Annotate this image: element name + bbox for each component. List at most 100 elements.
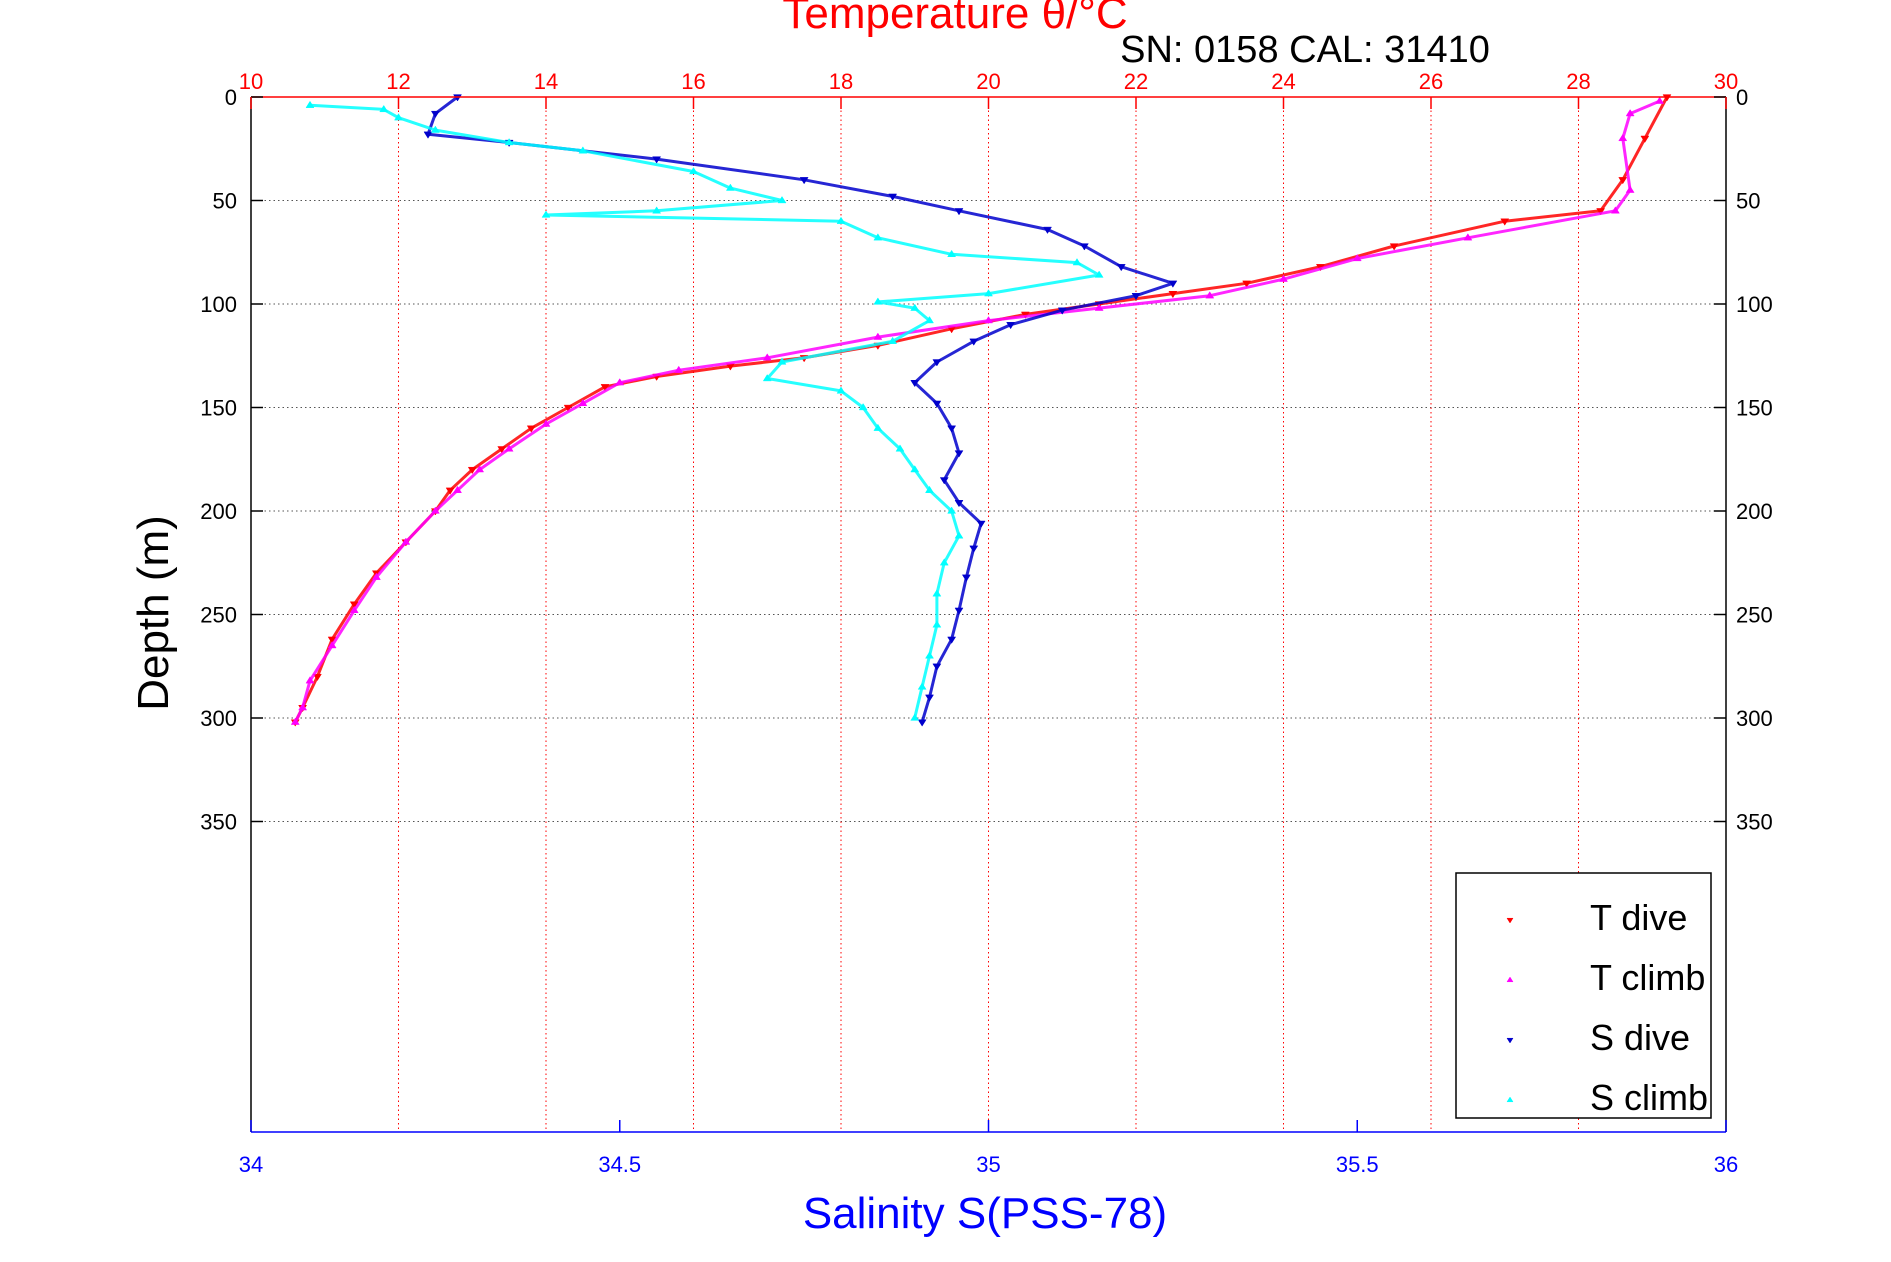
data-point: [1655, 96, 1665, 104]
depth-tick-label-right: 100: [1736, 292, 1773, 317]
temperature-tick-label: 20: [976, 69, 1000, 94]
data-point: [858, 403, 868, 411]
data-point: [969, 545, 979, 553]
data-point: [961, 574, 971, 582]
legend-marker: [1506, 917, 1514, 924]
data-point: [290, 717, 300, 725]
y-axis-label: Depth (m): [129, 515, 178, 711]
data-point: [504, 444, 514, 452]
data-point: [947, 249, 957, 257]
temperature-tick-label: 22: [1124, 69, 1148, 94]
data-point: [1352, 253, 1362, 262]
data-point: [430, 125, 440, 133]
data-point: [1168, 291, 1178, 299]
data-point: [430, 506, 440, 514]
data-point: [578, 146, 588, 154]
data-point: [762, 374, 772, 382]
data-point: [305, 676, 315, 684]
depth-tick-label-right: 200: [1736, 499, 1773, 524]
salinity-tick-label: 35: [976, 1152, 1000, 1177]
legend-marker: [1506, 1037, 1514, 1044]
depth-tick-label-right: 150: [1736, 396, 1773, 421]
instrument-annotation: SN: 0158 CAL: 31410: [1120, 29, 1490, 71]
data-point: [925, 316, 934, 324]
series-s-climb: [305, 100, 1104, 721]
depth-tick-label-left: 200: [200, 499, 237, 524]
data-point: [312, 673, 322, 682]
depth-tick-label-left: 250: [200, 603, 237, 628]
data-point: [615, 378, 625, 386]
depth-tick-label-left: 300: [200, 706, 237, 731]
legend-label: T climb: [1590, 957, 1705, 998]
data-point: [1610, 206, 1620, 214]
data-point: [1625, 109, 1635, 117]
data-point: [1168, 280, 1178, 288]
data-point: [423, 131, 433, 139]
legend-marker: [1506, 1096, 1514, 1103]
depth-tick-label-left: 350: [200, 810, 237, 835]
axis-layer: 0 0 50 50 100 100 150 150 200 200 250 250 300 300 350 3…: [200, 69, 1772, 1177]
data-point: [925, 694, 934, 702]
data-point: [1618, 177, 1628, 185]
depth-tick-label-right: 0: [1736, 85, 1748, 110]
temperature-tick-label: 28: [1566, 69, 1590, 94]
data-point: [725, 183, 735, 191]
data-point: [526, 425, 536, 433]
data-point: [910, 713, 920, 721]
data-point: [910, 380, 920, 388]
data-point: [327, 641, 337, 649]
data-point: [475, 465, 485, 473]
data-point: [873, 233, 883, 241]
data-point: [873, 297, 883, 305]
data-point: [1131, 293, 1141, 301]
data-point: [954, 607, 964, 615]
data-point: [947, 425, 957, 433]
salinity-tick-label: 34: [239, 1152, 263, 1177]
data-point: [932, 359, 942, 367]
data-point: [925, 651, 934, 659]
legend-marker: [1506, 976, 1514, 983]
depth-tick-label-left: 100: [200, 292, 237, 317]
data-point: [652, 156, 662, 164]
data-point: [1500, 218, 1510, 226]
data-point: [401, 537, 411, 545]
depth-tick-label-right: 350: [1736, 810, 1773, 835]
data-point: [298, 703, 308, 711]
data-point: [1662, 94, 1672, 102]
salinity-tick-label: 36: [1714, 1152, 1738, 1177]
data-point: [453, 485, 462, 493]
data-point: [600, 384, 610, 392]
data-point: [799, 177, 809, 185]
data-point: [873, 423, 883, 431]
data-point: [932, 663, 942, 671]
data-point: [430, 110, 440, 119]
data-point: [1094, 303, 1104, 311]
x-bottom-axis-label: Salinity S(PSS-78): [803, 1189, 1167, 1238]
data-point: [762, 353, 772, 361]
data-point: [939, 558, 949, 566]
data-point: [888, 336, 898, 344]
depth-tick-label-right: 250: [1736, 603, 1773, 628]
data-point: [1057, 307, 1067, 315]
data-point: [954, 208, 964, 216]
depth-tick-label-right: 300: [1736, 706, 1773, 731]
data-point: [497, 446, 507, 454]
data-point: [689, 167, 698, 175]
data-point: [836, 216, 846, 224]
data-point: [917, 682, 927, 690]
data-point: [932, 400, 942, 408]
depth-tick-label-left: 150: [200, 396, 237, 421]
series-trace: [293, 99, 1661, 723]
legend: T dive T climb S dive S climb: [1455, 872, 1712, 1119]
depth-tick-label-left: 0: [225, 85, 237, 110]
temperature-tick-label: 10: [239, 69, 263, 94]
data-point: [1079, 243, 1089, 251]
data-point: [1043, 226, 1052, 234]
temperature-tick-label: 26: [1419, 69, 1443, 94]
data-point: [1463, 233, 1473, 241]
salinity-tick-label: 35.5: [1336, 1152, 1379, 1177]
data-point: [939, 477, 949, 485]
data-point: [925, 485, 934, 493]
temperature-tick-label: 12: [386, 69, 410, 94]
